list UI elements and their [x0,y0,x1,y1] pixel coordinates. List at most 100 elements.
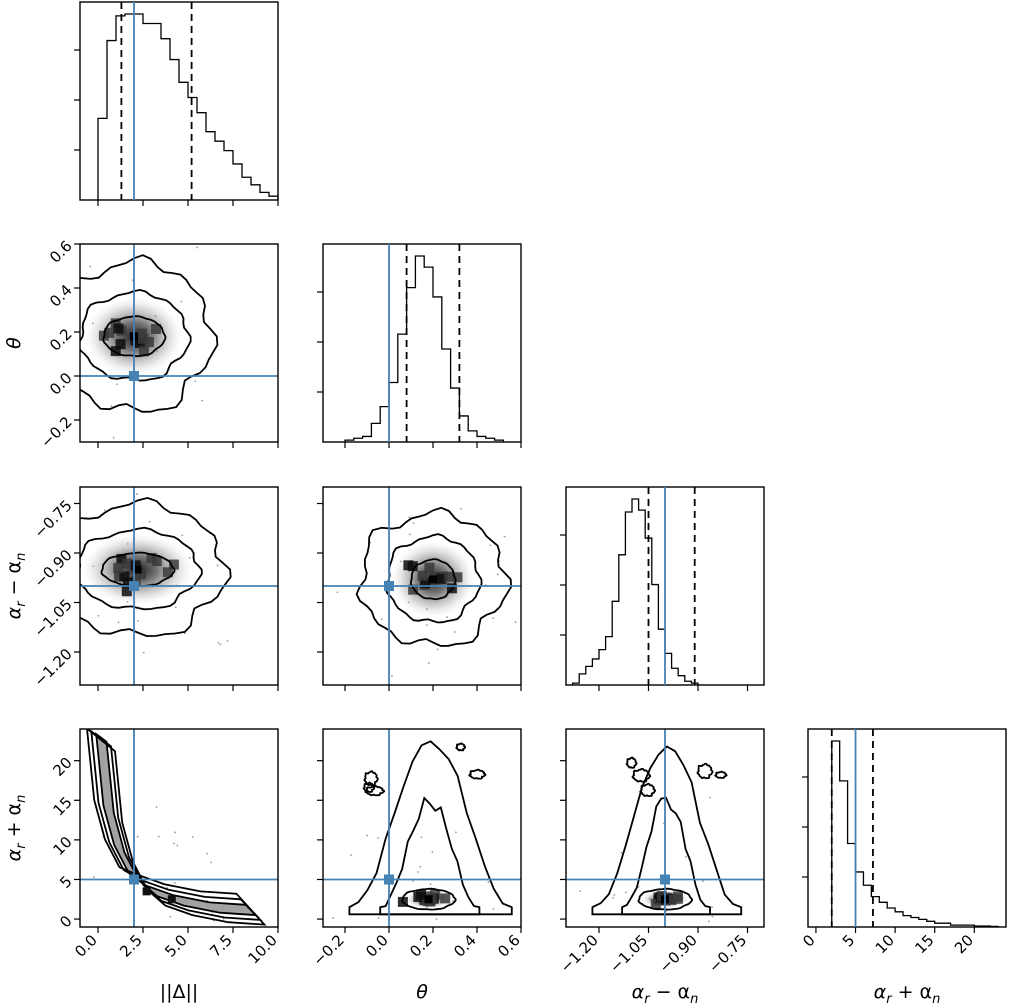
scatter-point [425,928,427,930]
x-tick-label: 0 [799,931,818,950]
density-cell [113,563,124,574]
density-cell [115,339,126,350]
scatter-point [489,544,492,547]
density-cell [444,571,455,582]
density-cell [666,894,677,905]
scatter-point [624,891,627,894]
y-tick-label: −0.90 [30,546,75,591]
density-cell [408,584,419,595]
panel-frame [79,486,279,686]
panel-frame [322,728,522,928]
scatter-point [417,871,419,873]
scatter-point [181,534,184,537]
contour-line [80,496,232,638]
scatter-point [176,468,178,470]
scatter-point [503,535,506,538]
contour-island [639,782,657,797]
scatter-point [391,675,393,678]
scatter-point [709,796,712,799]
density-cell [116,553,127,564]
x-tick-label: 5.0 [161,931,191,961]
scatter-point [210,861,212,864]
scatter-point [380,618,383,621]
density-peak [133,565,142,574]
contour-island [364,785,386,797]
scatter-point [136,619,139,622]
scatter-point [194,380,197,383]
density-cell [136,569,147,580]
scatter-point [670,938,672,940]
scatter-point [514,621,517,624]
x-tick-label: 0.6 [494,931,524,961]
density-cell [440,893,451,904]
y-tick-label: 20 [49,754,75,780]
scatter-point [408,516,411,519]
scatter-point [191,836,194,839]
scatter-point [425,624,428,626]
contour-line [401,887,457,911]
y-tick-label: 10 [49,833,75,859]
scatter-point [74,350,76,352]
scatter-point [42,364,44,366]
scatter-point [452,900,454,903]
panel-frame [79,243,279,443]
density-cell [121,586,132,597]
y-tick-label: 5 [56,872,75,891]
scatter-point [184,632,186,635]
density-cell [420,578,431,589]
scatter-point [206,852,208,855]
scatter-point [23,631,25,633]
truth-point [129,581,139,591]
scatter-point [332,917,335,919]
density-cell [138,346,149,357]
scatter-point [89,265,92,268]
y-tick-label: 0 [56,912,75,931]
density-cell [452,572,463,583]
y-axis-label-adiff: αr − αn [3,553,29,620]
density-cell [138,333,149,344]
contour-line [379,796,481,916]
scatter-point [20,309,22,311]
density-cell [650,898,661,909]
scatter-point [412,522,415,524]
contour-line [80,254,219,413]
density-cell [143,336,154,347]
y-tick-label: 0.2 [46,325,76,355]
density-peak [142,887,151,896]
contour-island [714,770,728,779]
scatter-point [445,933,447,935]
scatter-point [97,614,100,617]
x-tick-label: 0.0 [71,931,101,961]
scatter-point [336,591,339,594]
scatter-point [173,842,175,845]
x-tick-label: −0.75 [705,931,750,976]
scatter-point [684,856,687,858]
contour-island [362,781,376,794]
scatter-point [654,952,656,954]
scatter-point [176,844,179,847]
scatter-point [409,533,411,536]
scatter-point [412,879,415,882]
scatter-point [431,851,434,854]
density-cell [130,575,141,586]
contour-line [102,315,167,358]
scatter-point [460,507,463,510]
x-tick-label: −0.2 [309,931,347,969]
y-tick-label: 15 [49,793,75,819]
hist-panel-delta [79,1,279,201]
truth-point [384,581,394,591]
scatter-point [613,894,616,896]
hist-panel-theta [322,243,522,443]
scatter-point [612,896,615,899]
scatter-point [136,835,139,838]
contour-line [355,506,513,647]
scatter-point [367,687,369,689]
panel-frame [79,728,279,928]
scatter-point [711,906,713,909]
panel-delta-asum [80,729,278,927]
x-tick-label: 0.2 [406,931,436,961]
density-cell [104,327,115,338]
scatter-point [174,606,177,609]
contour-line [80,526,203,611]
